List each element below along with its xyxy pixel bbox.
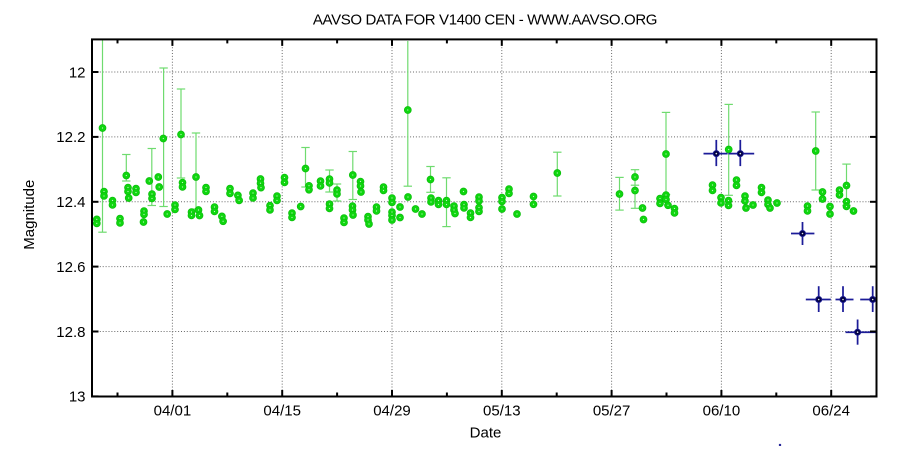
svg-text:12.2: 12.2 xyxy=(56,129,85,146)
svg-text:12.6: 12.6 xyxy=(56,259,85,276)
svg-text:12.8: 12.8 xyxy=(56,324,85,341)
svg-text:Date: Date xyxy=(470,425,502,442)
svg-text:13: 13 xyxy=(69,389,86,406)
svg-text:AAVSO DATA FOR V1400 CEN - WWW: AAVSO DATA FOR V1400 CEN - WWW.AAVSO.ORG xyxy=(313,12,657,29)
svg-text:06/24: 06/24 xyxy=(812,403,850,420)
svg-text:05/27: 05/27 xyxy=(593,403,631,420)
svg-text:04/01: 04/01 xyxy=(154,403,192,420)
svg-text:12.4: 12.4 xyxy=(56,194,85,211)
svg-text:Magnitude: Magnitude xyxy=(21,180,38,250)
svg-text:12: 12 xyxy=(69,64,86,81)
svg-text:06/10: 06/10 xyxy=(703,403,741,420)
svg-text:04/15: 04/15 xyxy=(263,403,301,420)
svg-text:05/13: 05/13 xyxy=(483,403,521,420)
svg-text:04/29: 04/29 xyxy=(373,403,411,420)
